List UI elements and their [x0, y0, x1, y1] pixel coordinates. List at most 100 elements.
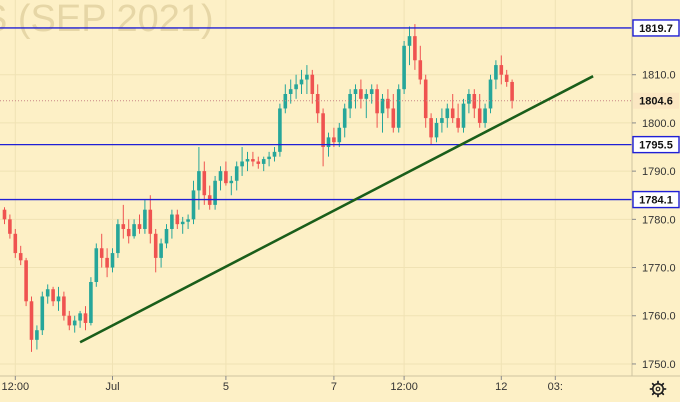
candle-body: [245, 159, 250, 162]
candle-body: [99, 248, 104, 258]
candle-body: [213, 180, 217, 205]
candle-body: [234, 166, 239, 181]
candle-body: [256, 161, 261, 164]
candle-body: [35, 330, 39, 340]
candle-body: [56, 296, 61, 302]
candle-body: [386, 98, 390, 109]
price-label-text: 1795.5: [639, 140, 673, 152]
candle-body: [13, 233, 18, 254]
candle-body: [251, 159, 255, 162]
y-tick-label: 1810.0: [642, 70, 676, 82]
candle-body: [429, 118, 433, 138]
candle-body: [494, 65, 498, 80]
candle-body: [348, 94, 352, 109]
candle-body: [445, 108, 450, 119]
candle-body: [218, 171, 223, 181]
candle-body: [110, 253, 115, 268]
candle-body: [170, 214, 174, 229]
candle-body: [132, 224, 136, 237]
candle-body: [148, 209, 153, 234]
gear-icon[interactable]: [649, 380, 667, 398]
candle-body: [45, 289, 50, 297]
x-tick-label: 12:00: [2, 381, 30, 393]
candle-body: [337, 127, 342, 143]
price-label-text: 1784.1: [639, 195, 673, 207]
y-tick-label: 1760.0: [642, 311, 676, 323]
candle-body: [342, 108, 347, 128]
candle-body: [423, 79, 428, 119]
y-tick-label: 1750.0: [642, 359, 676, 371]
candle-body: [67, 315, 72, 326]
candle-body: [396, 89, 401, 128]
candle-body: [407, 36, 412, 46]
y-axis-panel: [632, 0, 680, 376]
candle-body: [116, 224, 120, 254]
y-tick-label: 1770.0: [642, 263, 676, 275]
candle-body: [456, 118, 460, 128]
candle-body: [359, 89, 363, 99]
candle-body: [83, 313, 88, 323]
candle-body: [29, 301, 34, 340]
candle-body: [294, 84, 298, 90]
y-tick-label: 1790.0: [642, 166, 676, 178]
candle-body: [2, 209, 7, 220]
price-labels: 1819.7 1795.5 1784.1 1804.6: [632, 19, 680, 209]
candle-body: [413, 36, 417, 61]
candle-body: [137, 224, 142, 229]
candle-body: [375, 89, 379, 114]
candle-body: [72, 320, 77, 326]
candle-body: [175, 214, 180, 225]
candle-body: [40, 296, 45, 331]
candle-body: [121, 224, 126, 229]
candles: [2, 24, 514, 352]
candle-body: [418, 60, 423, 80]
candle-body: [467, 94, 471, 104]
candle-body: [8, 219, 12, 234]
watermark-title: S (SEP 2021): [0, 0, 214, 40]
candle-body: [369, 89, 374, 94]
candle-body: [450, 108, 455, 119]
candle-body: [229, 180, 234, 184]
current-price-text: 1804.6: [639, 96, 673, 108]
candle-body: [364, 94, 369, 99]
candle-body: [51, 289, 55, 302]
candle-body: [440, 118, 444, 123]
candle-body: [78, 313, 82, 321]
candle-body: [202, 171, 207, 196]
candle-body: [197, 171, 201, 191]
trendline-line[interactable]: [79, 75, 594, 344]
candle-body: [224, 171, 228, 184]
x-tick-label: 5: [223, 381, 229, 393]
trendline[interactable]: [79, 75, 594, 344]
horizontal-lines[interactable]: [0, 27, 632, 201]
candle-body: [483, 108, 487, 123]
price-label-box: [632, 190, 680, 209]
candle-body: [288, 89, 293, 94]
candle-body: [305, 74, 309, 80]
candle-body: [164, 228, 169, 244]
candle-body: [504, 74, 509, 82]
candle-body: [94, 248, 99, 282]
candle-body: [105, 257, 109, 268]
candle-body: [353, 89, 358, 94]
candle-body: [299, 79, 304, 85]
candle-body: [461, 103, 466, 128]
y-tick-label: 1800.0: [642, 118, 676, 130]
y-axis: 1750.0 1760.0 1770.0 1780.0 1790.0 1800.0 1810…: [632, 70, 676, 371]
candle-body: [434, 122, 439, 138]
price-label-text: 1819.7: [639, 23, 673, 35]
candle-body: [62, 296, 66, 316]
price-label-box: [632, 135, 680, 154]
candle-body: [143, 209, 147, 229]
candle-body: [24, 260, 28, 302]
candle-body: [191, 190, 196, 220]
candle-body: [18, 253, 23, 261]
y-tick-label: 1780.0: [642, 214, 676, 226]
candle-body: [499, 65, 504, 75]
x-tick-label: 03:: [548, 381, 563, 393]
x-tick-label: 12:00: [390, 381, 418, 393]
candle-body: [510, 81, 514, 101]
x-tick-label: 12: [495, 381, 507, 393]
candle-body: [310, 74, 315, 94]
